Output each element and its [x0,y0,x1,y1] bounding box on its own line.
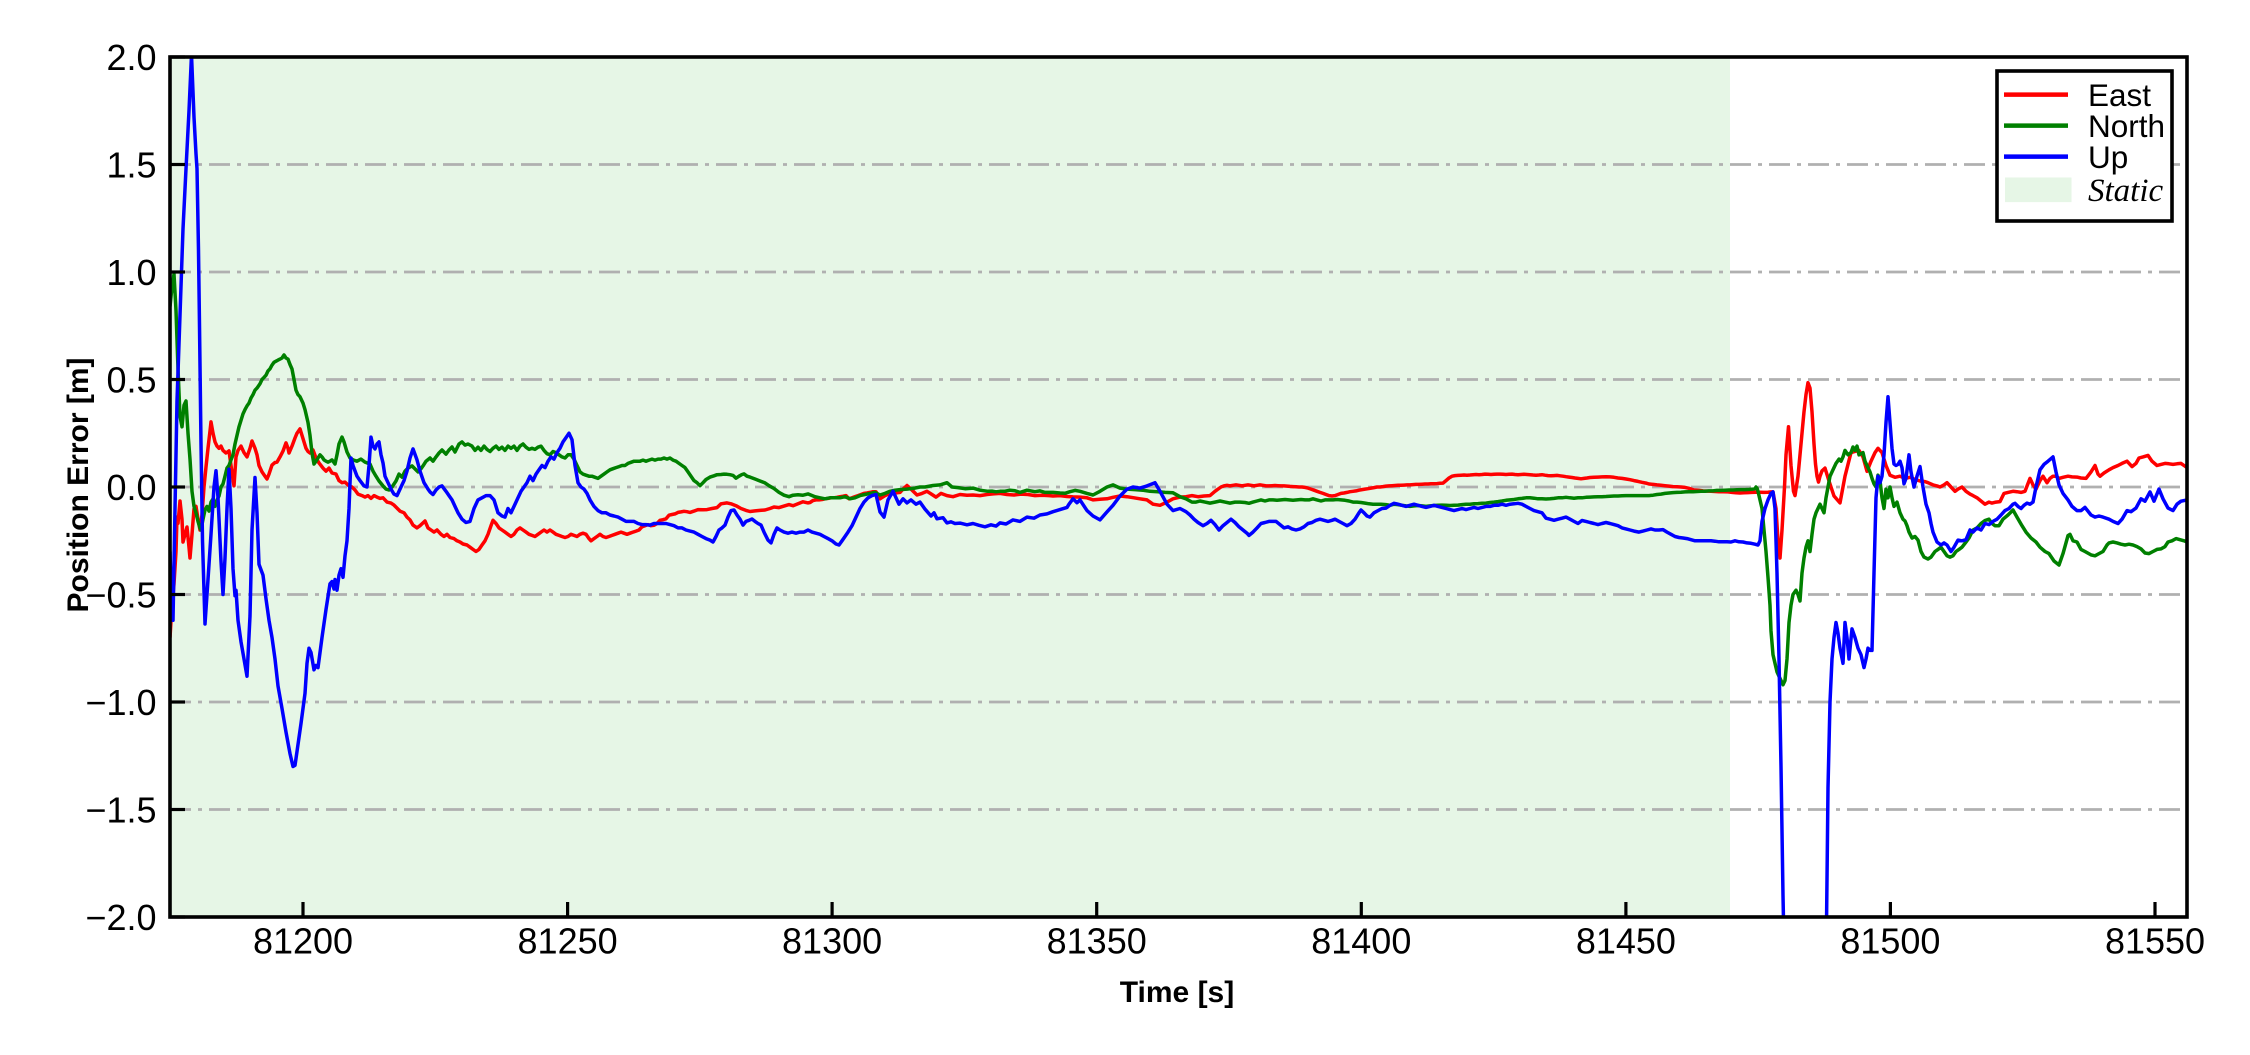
svg-text:East: East [2088,77,2151,113]
svg-text:Up: Up [2088,139,2128,175]
svg-text:81300: 81300 [782,921,882,962]
svg-text:81450: 81450 [1576,921,1676,962]
svg-text:Time [s]: Time [s] [1120,976,1234,1009]
svg-text:0.0: 0.0 [106,467,156,508]
svg-text:1.0: 1.0 [106,252,156,293]
svg-text:−1.0: −1.0 [85,682,156,723]
svg-text:1.5: 1.5 [106,145,156,186]
svg-text:2.0: 2.0 [106,37,156,78]
svg-text:81400: 81400 [1311,921,1411,962]
svg-text:81200: 81200 [253,921,353,962]
svg-text:0.5: 0.5 [106,360,156,401]
svg-text:81500: 81500 [1840,921,1940,962]
svg-text:81550: 81550 [2105,921,2205,962]
svg-text:81350: 81350 [1047,921,1147,962]
svg-text:Static: Static [2088,173,2164,209]
svg-text:−1.5: −1.5 [85,790,156,831]
svg-text:North: North [2088,108,2165,144]
svg-text:−2.0: −2.0 [85,897,156,938]
svg-text:−0.5: −0.5 [85,575,156,616]
svg-text:Position Error [m]: Position Error [m] [62,357,95,612]
svg-text:81250: 81250 [518,921,618,962]
